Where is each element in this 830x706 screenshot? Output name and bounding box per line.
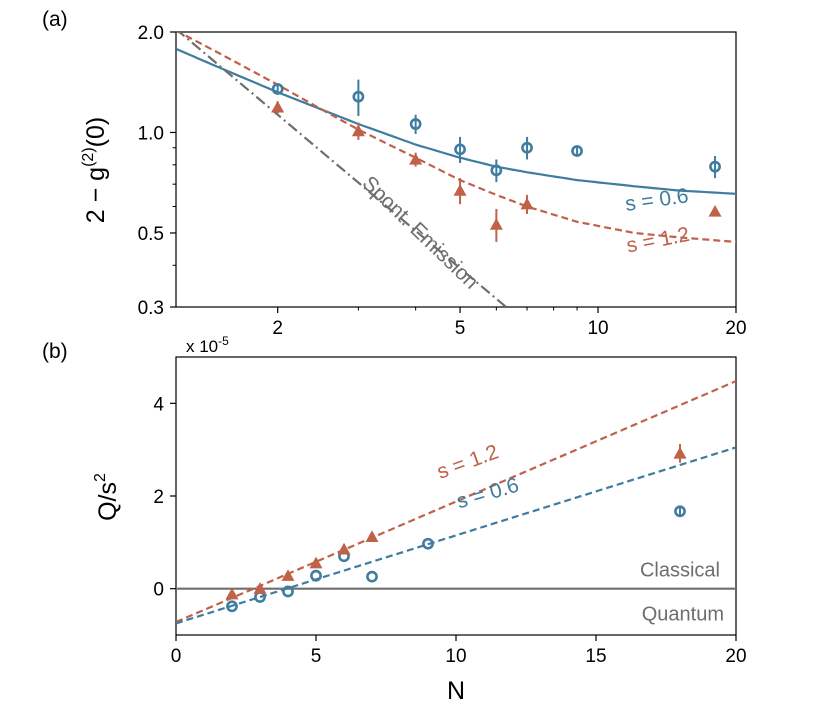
b-x-tick-label: 10 <box>445 646 466 667</box>
a-x-tick-label: 10 <box>587 318 608 339</box>
b-point-circle <box>310 569 322 582</box>
b-point-circle <box>366 570 378 583</box>
a-y-tick-label: 2.0 <box>138 23 164 44</box>
a-line-s-0-6 <box>176 47 736 195</box>
b-y-tick-label: 0 <box>153 580 164 601</box>
b-point-triangle <box>225 587 239 600</box>
a-point-circle <box>709 160 721 173</box>
a-point-circle <box>490 164 503 177</box>
b-point-triangle <box>673 446 687 459</box>
b-point-circle <box>674 505 686 518</box>
b-point-triangle <box>337 542 351 555</box>
panel-b-label: (b) <box>42 340 68 363</box>
a-point-triangle <box>271 100 285 113</box>
b-y-tick-label: 4 <box>153 394 164 415</box>
b-point-triangle <box>281 569 295 581</box>
panel-a: (a) 2 5 10 20 0.3 0.5 1.0 2.0 s = 0.6 s = 1.2 Spo… <box>42 8 747 339</box>
a-y-tick-label: 0.3 <box>138 298 164 319</box>
b-point-triangle <box>253 582 267 594</box>
a-point-circle <box>352 90 365 103</box>
a-y-tick-label: 0.5 <box>138 224 164 245</box>
a-point-circle <box>571 145 583 157</box>
reference-label-classical: Classical <box>640 560 720 582</box>
reference-label-quantum: Quantum <box>642 604 724 626</box>
a-x-tick-label: 20 <box>725 318 746 339</box>
a-x-tick-label: 5 <box>455 318 466 339</box>
a-line-spont-emission <box>177 32 507 307</box>
a-point-triangle <box>708 204 722 217</box>
b-line-s-1-2 <box>176 380 736 624</box>
a-annotation: s = 1.2 <box>625 223 692 258</box>
b-point-circle <box>282 585 294 598</box>
a-point-circle <box>271 83 284 95</box>
a-point-triangle <box>453 184 467 196</box>
a-point-triangle <box>409 152 423 165</box>
b-y-tick-label: 2 <box>153 487 164 508</box>
b-point-triangle <box>365 530 379 542</box>
b-x-tick-label: 0 <box>171 646 182 667</box>
b-point-circle <box>226 600 238 613</box>
b-annotation: s = 1.2 <box>434 440 502 483</box>
panel-a-label: (a) <box>42 8 68 31</box>
panel-b-x-axis-label: N <box>447 677 465 705</box>
a-point-circle <box>521 141 533 154</box>
b-point-triangle <box>309 556 323 569</box>
panel-b-scale-note: x 10-5 <box>186 334 229 356</box>
b-line-s-0-6 <box>176 446 736 625</box>
b-annotation: s = 0.6 <box>454 474 522 514</box>
b-point-circle <box>422 537 434 550</box>
a-annotation: s = 0.6 <box>624 184 690 216</box>
a-point-triangle <box>351 124 365 137</box>
b-x-tick-label: 20 <box>725 646 746 667</box>
a-y-tick-label: 1.0 <box>138 123 164 144</box>
panel-a-frame <box>175 31 737 308</box>
a-annotation: Spont. Emission <box>358 172 483 294</box>
a-point-triangle <box>489 218 503 230</box>
b-x-tick-label: 5 <box>311 646 322 667</box>
b-x-tick-label: 15 <box>585 646 606 667</box>
a-point-circle <box>409 118 422 130</box>
panel-b-y-axis-label: Q/s2 <box>92 473 122 521</box>
a-point-circle <box>454 143 466 156</box>
panel-a-y-axis-label: 2 − g(2)(0) <box>80 117 110 223</box>
a-x-tick-label: 2 <box>272 318 283 339</box>
a-point-triangle <box>520 197 534 210</box>
